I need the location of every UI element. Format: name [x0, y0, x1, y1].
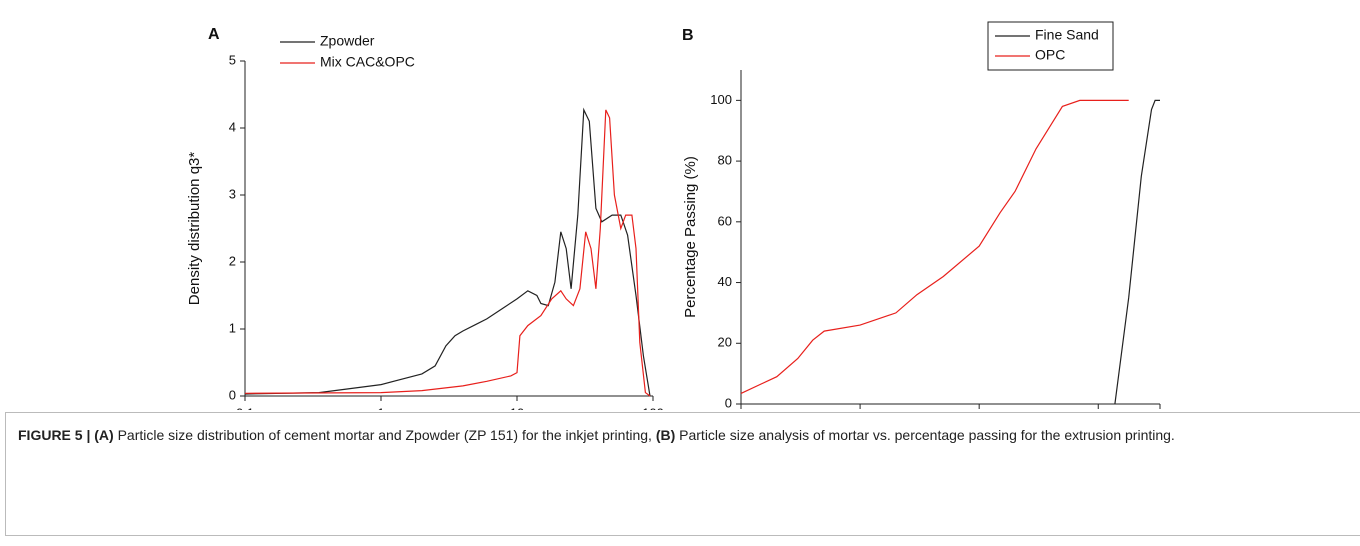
caption: FIGURE 5 | (A) Particle size distributio… [5, 412, 1360, 536]
y-tick-label: 4 [229, 119, 236, 134]
line [244, 109, 651, 397]
caption-b-label: (B) [655, 427, 676, 443]
caption-a-label: (A) [94, 427, 114, 443]
panel-label: B [682, 27, 694, 44]
legend-label: Zpowder [320, 33, 375, 49]
figure: A0123450.1110100Particle size (µm)Densit… [186, 21, 1171, 454]
y-axis-label: Density distribution q3* [186, 152, 203, 306]
y-tick-label: 1 [229, 320, 236, 335]
line [740, 99, 1129, 394]
x-tick-label: 1 [377, 405, 384, 410]
y-tick-label: 100 [710, 92, 732, 107]
caption-b-text: Particle size analysis of mortar vs. per… [679, 427, 1175, 443]
y-tick-label: 40 [718, 274, 732, 289]
y-tick-label: 0 [725, 395, 732, 410]
line [244, 107, 651, 397]
x-tick-label: 100 [642, 405, 664, 410]
line [1114, 99, 1160, 405]
legend-label: OPC [1035, 47, 1065, 63]
y-tick-label: 2 [229, 253, 236, 268]
x-tick-label: 10 [510, 405, 524, 410]
caption-figure: FIGURE 5 | [18, 427, 91, 443]
y-tick-label: 5 [229, 52, 236, 67]
caption-a-text: Particle size distribution of cement mor… [117, 427, 652, 443]
legend-label: Fine Sand [1035, 27, 1099, 43]
panel-label: A [208, 26, 220, 43]
legend-label: Mix CAC&OPC [320, 54, 415, 70]
x-tick-label: 0.1 [236, 405, 254, 410]
legend-box [987, 21, 1114, 71]
y-axis-label: Percentage Passing (%) [682, 156, 699, 318]
y-tick-label: 60 [718, 213, 732, 228]
y-tick-label: 3 [229, 186, 236, 201]
y-tick-label: 0 [229, 387, 236, 402]
y-tick-label: 80 [718, 153, 732, 168]
y-tick-label: 20 [718, 335, 732, 350]
